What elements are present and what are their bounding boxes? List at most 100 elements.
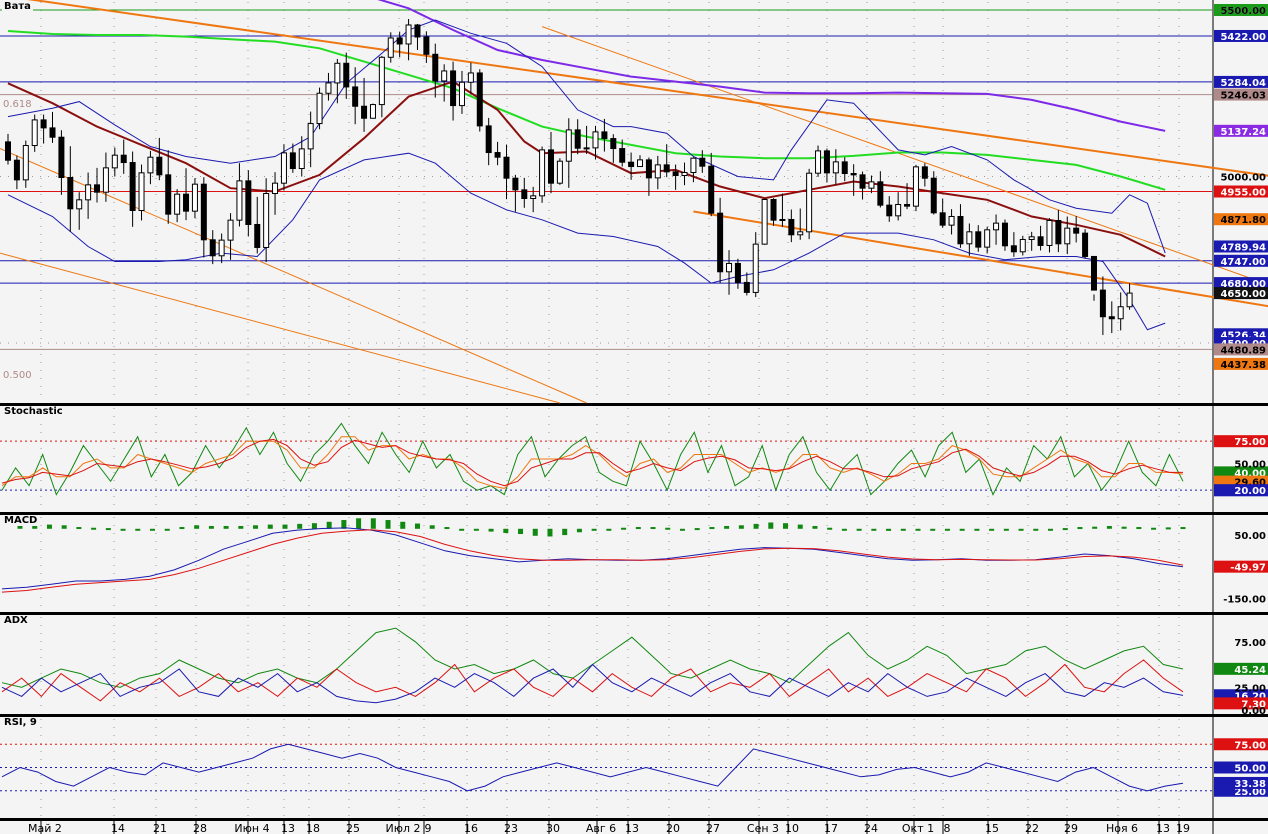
macd-histogram-bar bbox=[1018, 528, 1024, 531]
candle-body bbox=[67, 177, 74, 210]
candle-body bbox=[174, 193, 181, 215]
candle bbox=[22, 140, 29, 188]
x-tick-label: Июл 2 bbox=[385, 822, 420, 834]
x-tick-label: 22 bbox=[1025, 822, 1039, 834]
candle-body bbox=[726, 262, 733, 273]
macd-histogram-bar bbox=[326, 521, 332, 529]
candle-body bbox=[574, 129, 581, 149]
macd-histogram-bar bbox=[915, 528, 921, 531]
candle bbox=[414, 23, 421, 50]
panel-title-price: Вата bbox=[2, 1, 33, 12]
macd-histogram-bar bbox=[944, 528, 950, 531]
candle-body bbox=[1073, 227, 1080, 234]
candle bbox=[272, 172, 279, 215]
x-tick-label: 14 bbox=[111, 822, 125, 834]
price-tag-box bbox=[1214, 240, 1268, 253]
candle-body bbox=[895, 203, 902, 217]
macd-histogram-bar bbox=[46, 524, 52, 529]
ma-line bbox=[7, 19, 1166, 254]
candle bbox=[67, 146, 74, 232]
candle bbox=[49, 111, 56, 143]
candle bbox=[467, 62, 474, 94]
x-tick-label: 20 bbox=[666, 822, 680, 834]
indicator-tag-box bbox=[1214, 484, 1268, 497]
candle-body bbox=[912, 166, 919, 207]
candle-body bbox=[743, 281, 750, 293]
candle bbox=[912, 164, 919, 212]
macd-histogram-bar bbox=[783, 523, 789, 529]
candle bbox=[361, 77, 368, 132]
macd-histogram-bar bbox=[562, 528, 568, 536]
price-tag-box bbox=[1214, 124, 1268, 137]
candle bbox=[1064, 216, 1071, 255]
macd-histogram-bar bbox=[1077, 527, 1083, 530]
indicator-line bbox=[1, 743, 1184, 792]
candle-body bbox=[939, 212, 946, 226]
candle bbox=[628, 152, 635, 180]
candle bbox=[877, 171, 884, 208]
indicator-tag-box bbox=[1214, 697, 1268, 710]
candle-body bbox=[645, 159, 652, 179]
candle-body bbox=[859, 174, 866, 189]
price-tag-label: 4437.38 bbox=[1220, 360, 1266, 371]
macd-histogram-bar bbox=[635, 527, 641, 530]
x-tick-label: 27 bbox=[706, 822, 720, 834]
macd-histogram-bar bbox=[429, 525, 435, 529]
macd-histogram-bar bbox=[1121, 526, 1127, 529]
candle-body bbox=[85, 184, 92, 201]
candle-body bbox=[129, 162, 136, 211]
candle-body bbox=[619, 148, 626, 163]
candle-body bbox=[485, 125, 492, 154]
candle-body bbox=[663, 164, 670, 173]
indicator-tag-label: 7.30 bbox=[1241, 699, 1266, 710]
candle bbox=[476, 69, 483, 132]
candle-body bbox=[40, 119, 47, 129]
x-tick-label: 9 bbox=[425, 822, 432, 834]
candle-body bbox=[521, 189, 528, 200]
candle-body bbox=[334, 62, 341, 84]
candle bbox=[111, 147, 118, 177]
ma-line bbox=[7, 80, 1166, 258]
macd-histogram-bar bbox=[32, 524, 38, 529]
candle-body bbox=[102, 167, 109, 193]
candle-body bbox=[1064, 227, 1071, 245]
candle bbox=[245, 170, 252, 237]
candle bbox=[120, 139, 127, 174]
price-tag-label: 5137.24 bbox=[1220, 127, 1266, 138]
candle bbox=[788, 209, 795, 243]
candle-body bbox=[717, 212, 724, 273]
x-tick-label: 17 bbox=[824, 822, 838, 834]
candle-body bbox=[227, 219, 234, 241]
y-tick-label: 5500.00 bbox=[1220, 6, 1266, 17]
candle bbox=[280, 144, 287, 191]
candle-body bbox=[797, 231, 804, 236]
candle-body bbox=[147, 156, 154, 174]
candle bbox=[672, 164, 679, 190]
candle-body bbox=[868, 181, 875, 189]
candle-body bbox=[975, 231, 982, 248]
candle bbox=[1055, 209, 1062, 253]
candlesticks bbox=[5, 18, 1133, 336]
candle-body bbox=[690, 157, 697, 174]
candle-body bbox=[832, 161, 839, 174]
candle-body bbox=[984, 229, 991, 248]
candle bbox=[40, 114, 47, 144]
macd-histogram-bar bbox=[900, 528, 906, 531]
macd-histogram-bar bbox=[856, 528, 862, 531]
candle bbox=[1037, 225, 1044, 251]
candle bbox=[815, 145, 822, 177]
candle-body bbox=[467, 72, 474, 83]
macd-y-axis: 50.00 -150.00 bbox=[1223, 531, 1266, 606]
candle-body bbox=[307, 123, 314, 150]
candle bbox=[307, 111, 314, 168]
candle bbox=[254, 196, 261, 254]
x-tick-label: 15 bbox=[985, 822, 999, 834]
macd-histogram-bar bbox=[1136, 527, 1142, 530]
macd-histogram-bar bbox=[135, 528, 141, 531]
macd-histogram-bar bbox=[591, 528, 597, 531]
candle bbox=[583, 125, 590, 154]
candle bbox=[601, 118, 608, 152]
